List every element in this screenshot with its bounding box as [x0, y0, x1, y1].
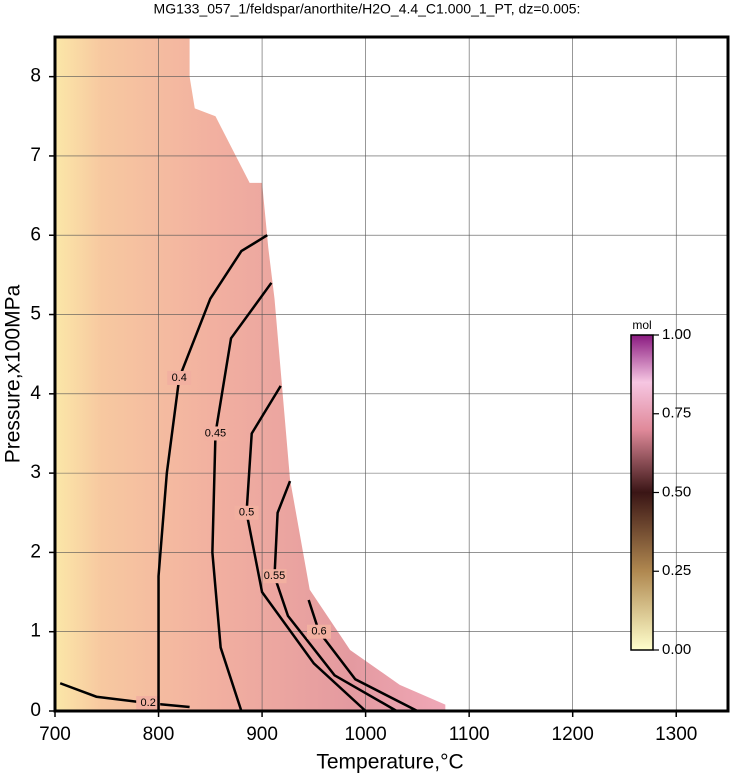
y-tick-label: 0 — [30, 700, 41, 721]
chart-title: MG133_057_1/feldspar/anorthite/H2O_4.4_C… — [154, 1, 581, 17]
x-tick-label: 1000 — [344, 724, 386, 745]
contour-line — [273, 480, 398, 713]
plot-frame — [53, 35, 730, 713]
contour-label: 0.55 — [264, 570, 285, 582]
colorbar-tick-label: 0.25 — [662, 562, 691, 579]
contour-line — [307, 599, 418, 713]
y-tick-label: 6 — [30, 224, 41, 245]
x-tick-label: 700 — [39, 724, 71, 745]
y-tick-label: 4 — [30, 383, 41, 404]
colorbar-label: mol — [632, 318, 651, 332]
y-axis-label: Pressure,x100MPa — [2, 284, 25, 463]
contour-label-bg — [234, 505, 259, 520]
contour-label-bg — [167, 370, 192, 385]
x-tick-label: 800 — [143, 724, 175, 745]
contour-label: 0.2 — [141, 697, 156, 709]
x-tick-label: 1300 — [655, 724, 697, 745]
colorbar-tick-label: 0.50 — [662, 483, 691, 500]
contour-label-bg — [262, 569, 287, 584]
contour-line — [59, 682, 190, 709]
x-tick-label: 1200 — [552, 724, 594, 745]
contour-label-bg — [307, 624, 332, 639]
x-tick-label: 1100 — [449, 724, 490, 745]
contour-label-bg — [203, 426, 228, 441]
y-tick-label: 2 — [30, 541, 41, 562]
y-tick-label: 8 — [30, 66, 41, 87]
colorbar-tick-label: 1.00 — [662, 326, 691, 343]
y-tick-label: 3 — [30, 462, 41, 483]
colorbar-tick-label: 0.00 — [662, 641, 691, 658]
contour-label: 0.45 — [205, 427, 226, 439]
y-tick-label: 1 — [30, 621, 41, 642]
colorbar-tick-label: 0.75 — [662, 405, 691, 422]
colorbar — [630, 334, 654, 651]
contour-label-bg — [136, 696, 161, 711]
x-axis-label: Temperature,°C — [316, 751, 463, 774]
field-domain — [55, 37, 446, 711]
contour-line — [211, 282, 273, 712]
contour-label: 0.4 — [172, 372, 187, 384]
y-tick-label: 5 — [30, 304, 41, 325]
contour-label: 0.5 — [239, 507, 254, 519]
y-tick-label: 7 — [30, 145, 41, 166]
contour-label: 0.6 — [311, 626, 326, 638]
contour-line — [245, 385, 367, 712]
x-tick-label: 900 — [246, 724, 278, 745]
